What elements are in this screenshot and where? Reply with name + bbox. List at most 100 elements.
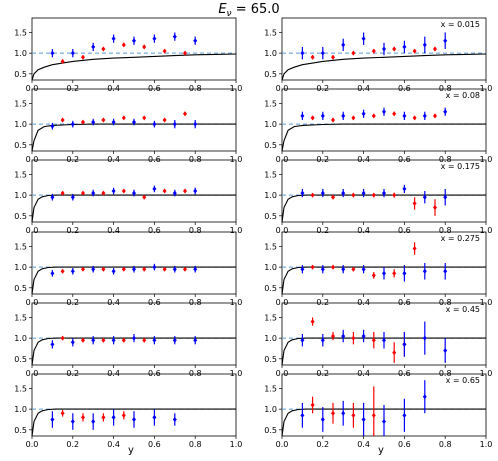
- x-tick-label: 0.0: [276, 298, 289, 307]
- data-point-red: [60, 268, 65, 274]
- model-curve: [31, 123, 236, 152]
- y-tick-label: 1.5: [14, 170, 27, 179]
- data-point-red: [121, 412, 126, 418]
- model-curve: [281, 194, 486, 223]
- y-tick-label: 1.0: [14, 334, 27, 343]
- data-point-blue: [111, 36, 116, 42]
- plot-frame: [281, 88, 487, 152]
- data-point-blue: [341, 42, 346, 48]
- data-point-red: [101, 414, 106, 420]
- data-point-red: [81, 414, 85, 420]
- x-tick-label: 0.4: [357, 298, 370, 307]
- data-point-red: [392, 192, 397, 198]
- data-point-blue: [422, 194, 427, 200]
- data-point-blue: [152, 337, 157, 343]
- x-tick-label: 1.0: [230, 440, 243, 449]
- panel-left-2: 0.0 0.2 0.4 0.6 0.8 1.0 0.5 1.0 1.5: [14, 88, 242, 164]
- data-point-blue: [70, 339, 75, 345]
- data-point-blue: [172, 190, 177, 196]
- data-point-red: [412, 48, 417, 54]
- y-tick-label: 1.0: [14, 49, 27, 58]
- data-point-blue: [132, 335, 136, 341]
- data-point-blue: [70, 121, 75, 127]
- x-tick-label: 0.4: [107, 440, 120, 449]
- model-curve: [31, 53, 237, 81]
- y-tick-label: 0.5: [14, 70, 27, 79]
- data-point-blue: [132, 266, 136, 272]
- data-point-red: [392, 46, 397, 52]
- plot-frame: [31, 159, 237, 223]
- panel-annotation: x = 0.175: [441, 162, 480, 171]
- x-tick-label: 0.2: [66, 226, 79, 235]
- data-point-red: [162, 48, 167, 54]
- x-tick-label: 0.0: [26, 440, 39, 449]
- data-point-blue: [50, 270, 55, 276]
- y-tick-label: 1.5: [264, 99, 277, 108]
- data-point-blue: [402, 270, 407, 276]
- data-point-red: [331, 410, 335, 416]
- data-point-red: [121, 337, 126, 343]
- data-point-red: [392, 350, 397, 356]
- panel-right-4: 0.0 0.2 0.4 0.6 0.8 1.0 0.5 1.0 1.5 x = 0.275: [264, 231, 492, 307]
- panel-right-1: 0.0 0.2 0.4 0.6 0.8 1.0 0.5 1.0 1.5 x = 0.015: [264, 17, 492, 93]
- x-tick-label: 0.0: [26, 155, 39, 164]
- y-tick-label: 1.5: [264, 242, 277, 251]
- data-point-red: [351, 266, 356, 272]
- data-point-red: [331, 117, 335, 123]
- data-point-blue: [443, 348, 448, 354]
- x-tick-label: 0.8: [439, 155, 452, 164]
- data-point-blue: [443, 194, 448, 200]
- data-point-blue: [422, 268, 427, 274]
- data-point-blue: [382, 46, 386, 52]
- panel-left-6: 0.0 0.2 0.4 0.6 0.8 1.0 0.5 1.0 1.5: [14, 373, 243, 449]
- plot-frame: [31, 17, 237, 81]
- data-point-blue: [152, 121, 157, 127]
- data-point-blue: [111, 337, 116, 343]
- x-tick-label: 0.4: [107, 226, 120, 235]
- data-point-blue: [320, 113, 325, 119]
- x-axis-label-right: y: [378, 445, 384, 456]
- data-point-red: [121, 266, 126, 272]
- x-tick-label: 0.2: [316, 84, 329, 93]
- x-tick-label: 0.6: [398, 84, 411, 93]
- x-tick-label: 0.6: [148, 226, 161, 235]
- y-tick-label: 0.5: [264, 426, 277, 435]
- data-point-red: [310, 319, 315, 325]
- data-point-blue: [300, 190, 305, 196]
- y-tick-label: 1.0: [264, 49, 277, 58]
- y-tick-label: 0.5: [264, 141, 277, 150]
- x-tick-label: 1.0: [230, 226, 243, 235]
- data-point-blue: [152, 36, 157, 42]
- data-point-red: [101, 337, 106, 343]
- data-point-blue: [132, 38, 136, 44]
- data-point-red: [142, 194, 147, 200]
- data-point-red: [392, 111, 397, 117]
- data-point-red: [371, 48, 376, 54]
- y-tick-label: 1.5: [14, 28, 27, 37]
- x-tick-label: 0.8: [439, 298, 452, 307]
- y-tick-label: 1.0: [14, 405, 27, 414]
- y-tick-label: 1.5: [264, 170, 277, 179]
- data-point-blue: [193, 188, 198, 194]
- data-point-blue: [91, 419, 96, 425]
- data-point-blue: [320, 337, 325, 343]
- data-point-red: [121, 42, 126, 48]
- data-point-red: [81, 119, 85, 125]
- panel-left-4: 0.0 0.2 0.4 0.6 0.8 1.0 0.5 1.0 1.5: [14, 231, 242, 307]
- x-tick-label: 0.4: [357, 84, 370, 93]
- x-tick-label: 0.4: [357, 440, 370, 449]
- data-point-red: [371, 412, 376, 418]
- x-tick-label: 0.2: [316, 369, 329, 378]
- data-point-red: [121, 115, 126, 121]
- data-point-blue: [111, 268, 116, 274]
- data-point-blue: [402, 412, 407, 418]
- data-point-blue: [422, 42, 427, 48]
- data-point-blue: [111, 119, 116, 125]
- data-point-blue: [382, 190, 386, 196]
- data-point-red: [351, 192, 356, 198]
- data-point-blue: [320, 266, 325, 272]
- data-point-blue: [341, 333, 346, 339]
- plot-frame: [31, 88, 237, 152]
- data-point-red: [351, 115, 356, 121]
- plot-frame: [281, 17, 487, 81]
